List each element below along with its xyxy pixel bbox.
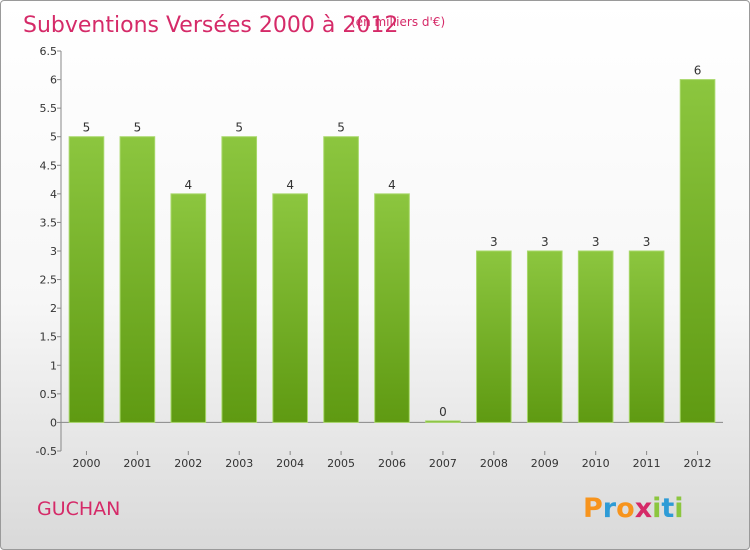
- proxiti-logo[interactable]: Proxiti: [583, 493, 684, 524]
- bar-2012[interactable]: [679, 79, 716, 423]
- y-tick-label: 0.5: [40, 388, 58, 401]
- x-tick-label: 2011: [633, 457, 661, 470]
- y-tick-label: 3: [50, 245, 57, 258]
- data-label-2005: 5: [337, 121, 345, 135]
- bar-2003[interactable]: [221, 136, 258, 423]
- x-tick-label: 2009: [531, 457, 559, 470]
- x-tick-label: 2007: [429, 457, 457, 470]
- data-label-2009: 3: [541, 235, 549, 249]
- x-tick-label: 2010: [582, 457, 610, 470]
- data-label-2004: 4: [286, 178, 294, 192]
- bar-2002[interactable]: [170, 193, 207, 423]
- data-label-2011: 3: [643, 235, 651, 249]
- bar-2009[interactable]: [526, 250, 563, 423]
- bar-2007[interactable]: [425, 420, 461, 423]
- x-tick-label: 2005: [327, 457, 355, 470]
- bar-2001[interactable]: [119, 136, 156, 423]
- x-tick-label: 2001: [123, 457, 151, 470]
- x-tick-label: 2012: [684, 457, 712, 470]
- data-label-2002: 4: [184, 178, 192, 192]
- x-tick-label: 2004: [276, 457, 304, 470]
- y-tick-label: 2: [50, 302, 57, 315]
- x-tick-label: 2003: [225, 457, 253, 470]
- chart-subtitle: (en milliers d'€): [351, 15, 445, 29]
- data-label-2006: 4: [388, 178, 396, 192]
- bar-2011[interactable]: [628, 250, 665, 423]
- data-label-2000: 5: [83, 121, 91, 135]
- y-tick-label: 1: [50, 359, 57, 372]
- y-tick-label: 4.5: [40, 159, 58, 172]
- data-label-2007: 0: [439, 405, 447, 419]
- commune-name: GUCHAN: [37, 498, 120, 520]
- data-label-2001: 5: [134, 121, 142, 135]
- bars: [68, 79, 716, 423]
- x-tick-label: 2002: [174, 457, 202, 470]
- y-tick-label: 6.5: [40, 45, 58, 58]
- y-tick-label: 5: [50, 131, 57, 144]
- y-tick-label: 3.5: [40, 216, 58, 229]
- bar-2000[interactable]: [68, 136, 105, 423]
- data-label-2012: 6: [694, 64, 702, 78]
- x-tick-label: 2006: [378, 457, 406, 470]
- x-tick-label: 2008: [480, 457, 508, 470]
- data-label-2003: 5: [235, 121, 243, 135]
- bar-2004[interactable]: [272, 193, 308, 423]
- y-tick-label: 1.5: [40, 331, 58, 344]
- x-tick-label: 2000: [72, 457, 100, 470]
- bar-2010[interactable]: [577, 250, 614, 423]
- y-tick-label: 5.5: [40, 102, 58, 115]
- data-label-2010: 3: [592, 235, 600, 249]
- bar-2005[interactable]: [323, 136, 359, 423]
- data-label-2008: 3: [490, 235, 498, 249]
- bar-2006[interactable]: [374, 193, 410, 423]
- chart-title: Subventions Versées 2000 à 2012: [23, 13, 398, 38]
- y-tick-label: -0.5: [36, 445, 57, 458]
- data-labels: 5 5 4 5 4 5 4 0 3 3 3 3 6: [83, 64, 702, 419]
- y-tick-label: 4: [50, 188, 57, 201]
- bar-2008[interactable]: [476, 250, 512, 423]
- y-tick-label: 6: [50, 74, 57, 87]
- y-tick-label: 0: [50, 416, 57, 429]
- y-tick-label: 2.5: [40, 274, 58, 287]
